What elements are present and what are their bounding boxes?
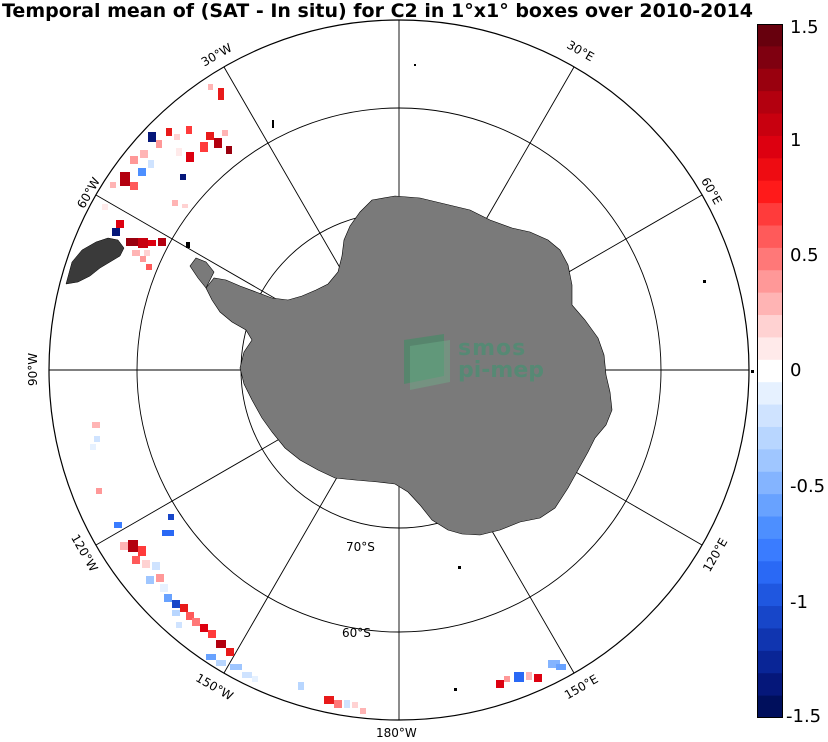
- colorbar-step: [757, 583, 783, 607]
- colorbar-step: [757, 561, 783, 585]
- colorbar-step: [757, 225, 783, 249]
- colorbar-tick-1: 1: [790, 130, 802, 151]
- colorbar-step: [757, 46, 783, 70]
- colorbar-step: [757, 135, 783, 159]
- colorbar-step: [757, 494, 783, 518]
- colorbar-step: [757, 68, 783, 92]
- colorbar-step: [757, 247, 783, 271]
- colorbar-step: [757, 449, 783, 473]
- south-america-tip: [65, 237, 125, 285]
- colorbar-tick-neg0.5: -0.5: [790, 476, 826, 497]
- colorbar-step: [757, 337, 783, 361]
- colorbar-tick-0: 0: [790, 360, 802, 381]
- colorbar: [757, 24, 783, 718]
- colorbar-step: [757, 203, 783, 226]
- colorbar-tick-neg1: -1: [790, 592, 808, 613]
- islands: [186, 64, 754, 691]
- colorbar-step: [757, 606, 783, 629]
- logo-text-pimep: pi-mep: [458, 358, 545, 383]
- colorbar-tick-neg1.5: -1.5: [786, 706, 822, 727]
- colorbar-step: [757, 24, 783, 47]
- antarctic-peninsula: [189, 257, 215, 289]
- colorbar-step: [757, 538, 783, 562]
- smos-pimep-logo: [404, 334, 450, 390]
- colorbar-step: [757, 673, 783, 697]
- colorbar-step: [757, 315, 783, 338]
- colorbar-step: [757, 91, 783, 115]
- colorbar-step: [757, 471, 783, 495]
- colorbar-step: [757, 359, 783, 383]
- colorbar-border: [757, 24, 783, 718]
- data-cells: [90, 84, 566, 714]
- colorbar-tick-0.5: 0.5: [790, 245, 819, 266]
- lat-label-60s: 60°S: [342, 626, 371, 640]
- colorbar-step: [757, 404, 783, 428]
- colorbar-step: [757, 382, 783, 406]
- colorbar-step: [757, 516, 783, 540]
- lat-label-70s: 70°S: [346, 540, 375, 554]
- logo-text-smos: smos: [458, 336, 527, 361]
- colorbar-step: [757, 180, 783, 204]
- colorbar-step: [757, 270, 783, 294]
- lon-label-180w: 180°W: [376, 726, 417, 740]
- colorbar-step: [757, 292, 783, 316]
- colorbar-step: [757, 426, 783, 450]
- colorbar-step: [757, 158, 783, 182]
- colorbar-tick-1.5: 1.5: [790, 17, 819, 38]
- map-title: Temporal mean of (SAT - In situ) for C2 …: [2, 0, 754, 22]
- colorbar-step: [757, 695, 783, 718]
- colorbar-step: [757, 650, 783, 674]
- colorbar-step: [757, 628, 783, 652]
- lon-label-90w: 90°W: [26, 352, 40, 386]
- colorbar-step: [757, 113, 783, 137]
